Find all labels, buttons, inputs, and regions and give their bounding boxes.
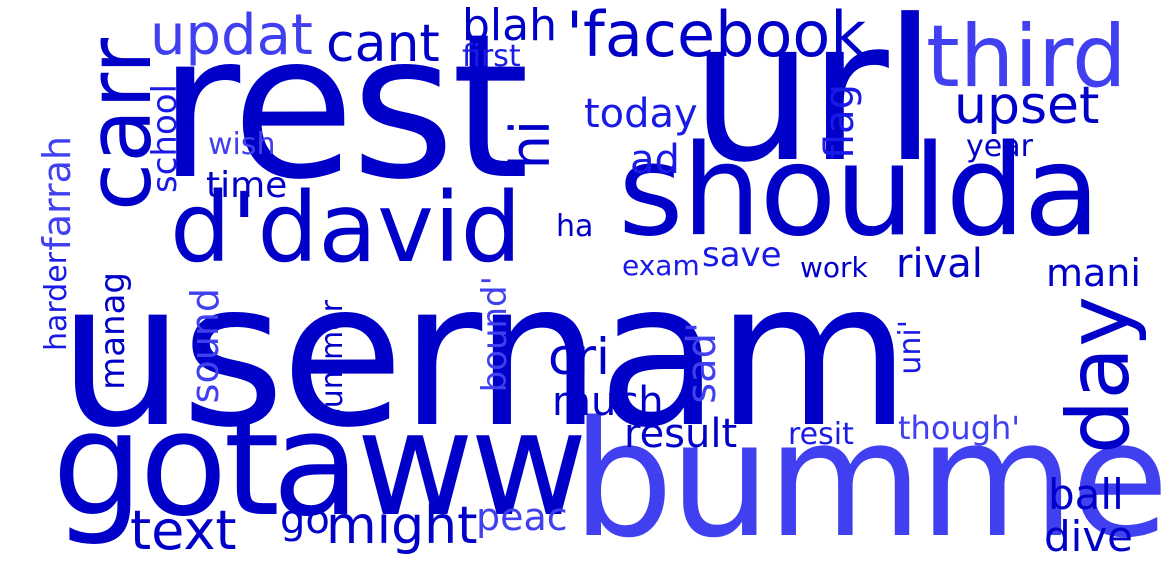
- word-sad: sad': [679, 322, 725, 404]
- word-exam: exam: [622, 249, 700, 282]
- word-ddavid: d'david: [170, 172, 522, 284]
- word-time: time: [206, 165, 288, 206]
- word-upset: upset: [954, 76, 1100, 136]
- word-url: url: [690, 0, 937, 206]
- word-bummer: bummer: [572, 386, 1166, 573]
- word-mani: mani: [1046, 251, 1141, 295]
- word-harder: harder: [39, 252, 74, 352]
- word-rest: rest: [158, 0, 529, 224]
- word-updat: updat: [150, 3, 313, 68]
- word-work: work: [800, 251, 868, 284]
- word-wish: wish: [208, 127, 276, 162]
- word-ha: ha: [556, 209, 594, 244]
- word-shoulda: shoulda: [618, 117, 1101, 264]
- word-blah: blah: [462, 0, 558, 51]
- word-usernam: usernam: [58, 239, 911, 472]
- word-ad: ad: [630, 137, 680, 183]
- word-flag: flag: [817, 84, 863, 160]
- word-today: today: [584, 91, 698, 137]
- word-rival: rival: [896, 241, 983, 287]
- word-summer: summer: [315, 300, 350, 424]
- word-save: save: [702, 235, 782, 275]
- word-peac: peac: [476, 495, 568, 539]
- word-ball: ball: [1048, 470, 1124, 519]
- word-resit: resit: [788, 417, 854, 452]
- word-might: might: [326, 496, 478, 556]
- word-text: text: [130, 499, 237, 562]
- word-aww: aww: [272, 380, 588, 548]
- word-manag: manag: [93, 272, 133, 390]
- word-much: much: [552, 379, 664, 425]
- word-first: first: [462, 39, 521, 74]
- word-hi: hi: [499, 120, 562, 170]
- word-facebook: 'facebook: [566, 0, 867, 71]
- word-bound: bound': [475, 276, 515, 393]
- word-farrah: farrah: [35, 136, 79, 251]
- word-school: school: [145, 84, 185, 194]
- word-got: got: [52, 380, 280, 548]
- word-third: third: [926, 7, 1127, 107]
- word-day: day: [1049, 296, 1149, 455]
- word-though: though': [898, 409, 1021, 447]
- word-sound: sound: [183, 288, 227, 404]
- word-cri: cri: [548, 328, 610, 386]
- word-uni: uni': [893, 320, 928, 375]
- word-cant: cant: [326, 14, 440, 74]
- word-result: result: [624, 411, 738, 457]
- word-dive: dive: [1044, 512, 1134, 561]
- word-year: year: [966, 129, 1033, 164]
- word-go: go: [280, 497, 330, 543]
